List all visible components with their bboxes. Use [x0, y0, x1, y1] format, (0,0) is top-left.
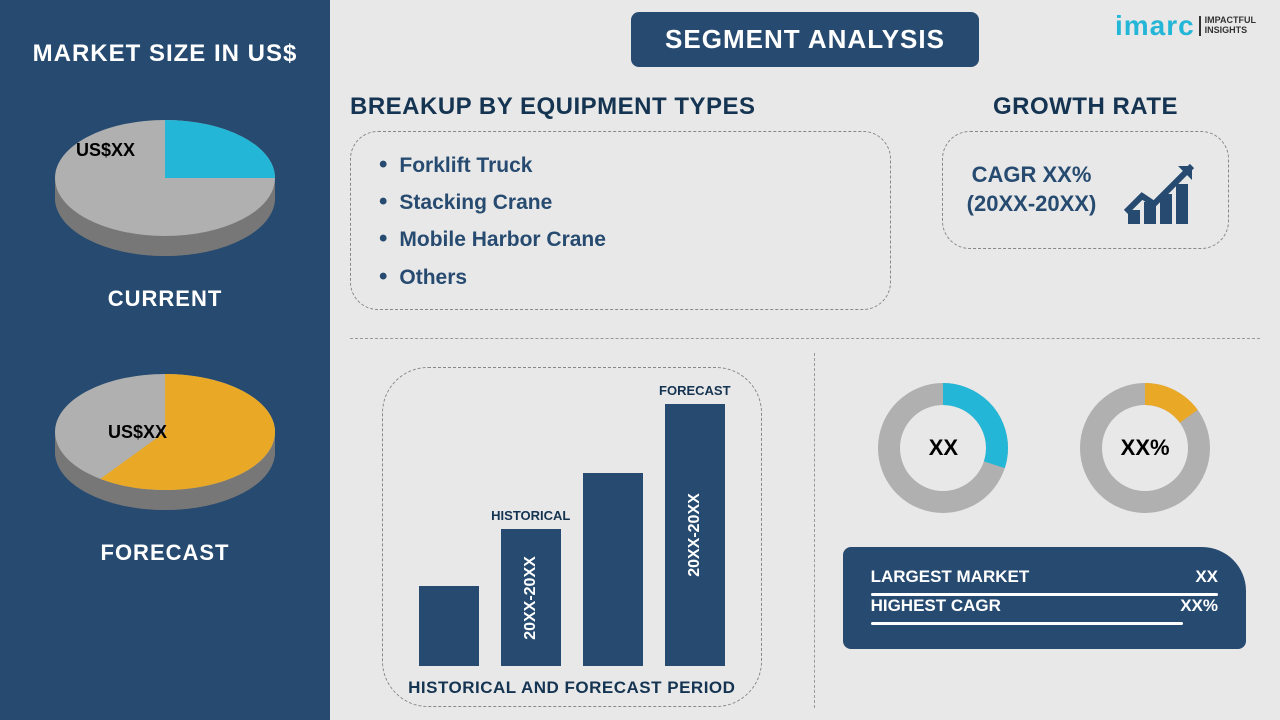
bar-top-label: HISTORICAL: [491, 508, 570, 523]
brand-name: imarc: [1115, 10, 1195, 42]
growth-frame: CAGR XX% (20XX-20XX): [942, 131, 1230, 249]
info-underline: [871, 622, 1184, 625]
breakup-list: Forklift TruckStacking CraneMobile Harbo…: [379, 146, 862, 295]
pie-label: CURRENT: [108, 286, 223, 312]
page-title: SEGMENT ANALYSIS: [631, 12, 979, 67]
info-row: LARGEST MARKET XX: [871, 567, 1218, 596]
sidebar-title: MARKET SIZE IN US$: [33, 40, 298, 68]
bar: HISTORICAL20XX-20XX: [501, 529, 561, 665]
bar-in-label: 20XX-20XX: [522, 556, 540, 640]
info-label: HIGHEST CAGR: [871, 596, 1001, 616]
growth-box: GROWTH RATE CAGR XX% (20XX-20XX): [911, 93, 1260, 310]
sidebar: MARKET SIZE IN US$ US$XX CURRENT US$XX F…: [0, 0, 330, 720]
growth-title: GROWTH RATE: [993, 93, 1178, 121]
info-card: LARGEST MARKET XX HIGHEST CAGR XX%: [843, 547, 1246, 649]
pie-value: US$XX: [76, 140, 135, 161]
bar-area: HISTORICAL20XX-20XXFORECAST20XX-20XX: [403, 382, 741, 666]
info-value: XX: [1195, 567, 1218, 587]
donut-value: XX%: [1121, 435, 1170, 461]
bar-caption: HISTORICAL AND FORECAST PERIOD: [403, 678, 741, 698]
bar-in-label: 20XX-20XX: [686, 493, 704, 577]
brand-logo: imarc IMPACTFUL INSIGHTS: [1115, 10, 1256, 42]
breakup-title: BREAKUP BY EQUIPMENT TYPES: [350, 93, 891, 121]
breakup-frame: Forklift TruckStacking CraneMobile Harbo…: [350, 131, 891, 310]
bottom-left: HISTORICAL20XX-20XXFORECAST20XX-20XX HIS…: [350, 353, 815, 708]
info-label: LARGEST MARKET: [871, 567, 1030, 587]
info-rows: LARGEST MARKET XX HIGHEST CAGR XX%: [871, 567, 1218, 625]
pie-label: FORECAST: [101, 540, 230, 566]
bar: [583, 473, 643, 666]
bottom-right: XX XX% LARGEST MARKET XX HIGHEST CAGR XX…: [815, 353, 1260, 708]
info-value: XX%: [1180, 596, 1218, 616]
growth-icon: [1114, 150, 1204, 230]
infographic-root: MARKET SIZE IN US$ US$XX CURRENT US$XX F…: [0, 0, 1280, 720]
list-item: Mobile Harbor Crane: [379, 220, 862, 257]
growth-text: CAGR XX% (20XX-20XX): [967, 161, 1097, 218]
main: imarc IMPACTFUL INSIGHTS SEGMENT ANALYSI…: [330, 0, 1280, 720]
list-item: Stacking Crane: [379, 183, 862, 220]
pie-value: US$XX: [108, 422, 167, 443]
bar: FORECAST20XX-20XX: [665, 404, 725, 665]
donut: XX: [878, 383, 1008, 513]
row-top: BREAKUP BY EQUIPMENT TYPES Forklift Truc…: [350, 93, 1260, 310]
donut-row: XX XX%: [843, 383, 1246, 513]
brand-tagline: IMPACTFUL INSIGHTS: [1199, 16, 1256, 36]
bar-panel: HISTORICAL20XX-20XXFORECAST20XX-20XX HIS…: [382, 367, 762, 707]
pie-host: US$XX CURRENT US$XX FORECAST: [40, 98, 290, 606]
bar: [419, 586, 479, 666]
list-item: Others: [379, 258, 862, 295]
row-bottom: HISTORICAL20XX-20XXFORECAST20XX-20XX HIS…: [350, 353, 1260, 708]
divider: [350, 338, 1260, 339]
pie-current: US$XX CURRENT: [40, 98, 290, 312]
bar-top-label: FORECAST: [659, 383, 731, 398]
donut-value: XX: [929, 435, 958, 461]
donut: XX%: [1080, 383, 1210, 513]
list-item: Forklift Truck: [379, 146, 862, 183]
breakup-box: BREAKUP BY EQUIPMENT TYPES Forklift Truc…: [350, 93, 891, 310]
pie-forecast: US$XX FORECAST: [40, 352, 290, 566]
info-row: HIGHEST CAGR XX%: [871, 596, 1218, 625]
